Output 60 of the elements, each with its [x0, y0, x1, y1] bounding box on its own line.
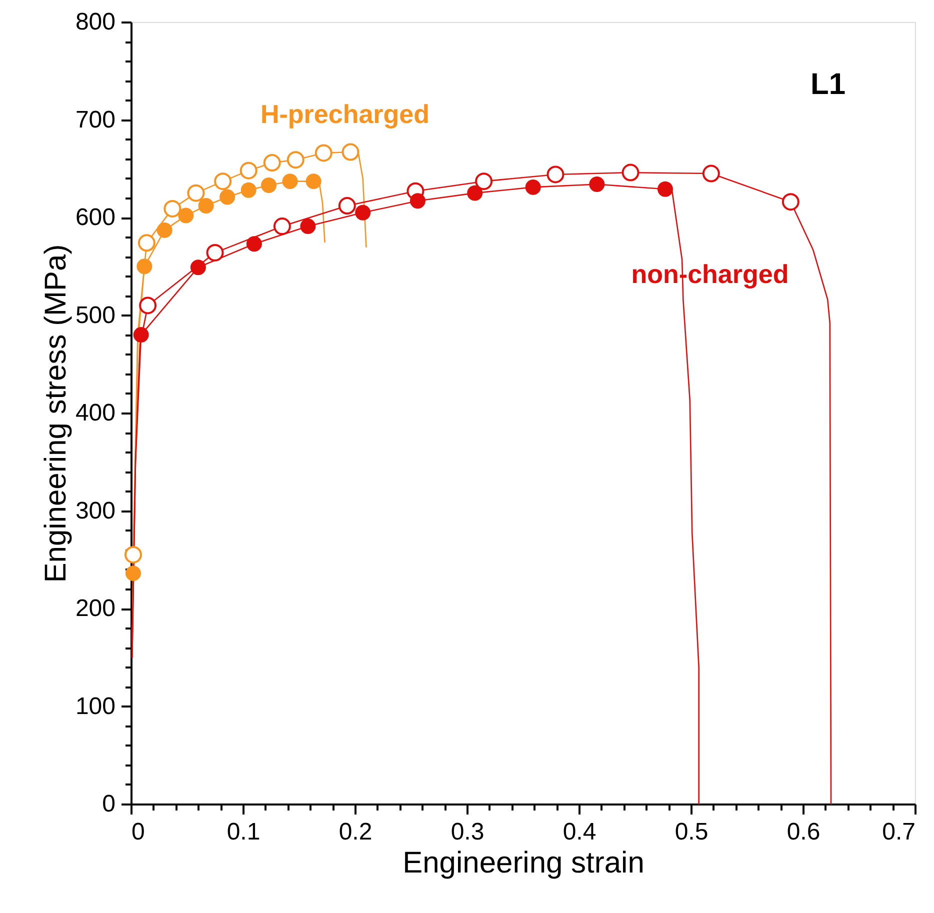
y-tick-label: 300	[75, 497, 116, 524]
point	[306, 174, 322, 190]
point	[178, 208, 194, 224]
point	[133, 327, 149, 343]
y-tick-label: 700	[75, 106, 116, 134]
point	[187, 184, 205, 202]
y-tick-label: 400	[75, 400, 116, 426]
point	[338, 197, 356, 214]
x-tick-label: 0.6	[786, 818, 820, 846]
point	[782, 193, 800, 211]
point	[342, 143, 360, 161]
point	[125, 566, 141, 582]
point	[198, 198, 214, 214]
point	[475, 172, 493, 190]
x-tick-label: 0.4	[562, 818, 596, 846]
point	[355, 204, 371, 220]
y-tick-label: 600	[75, 204, 116, 231]
point	[138, 234, 156, 252]
point	[657, 181, 673, 197]
y-tick-label: 0	[102, 790, 116, 818]
point	[282, 174, 298, 190]
point	[286, 151, 304, 169]
x-tick-label: 0.1	[226, 818, 260, 846]
point	[240, 162, 258, 180]
point	[263, 154, 281, 172]
point	[589, 176, 605, 192]
x-tick-label: 0.5	[674, 818, 708, 846]
point	[314, 144, 332, 162]
point	[300, 218, 316, 234]
point	[246, 236, 262, 252]
y-tick-label: 100	[75, 692, 116, 720]
y-tick-label: 500	[75, 302, 116, 329]
point	[546, 166, 564, 184]
point	[261, 178, 277, 193]
point	[214, 172, 232, 190]
point	[410, 193, 426, 209]
y-axis-title: Engineering stress (MPa)	[39, 244, 72, 583]
point	[622, 164, 640, 182]
point	[240, 182, 256, 198]
point	[525, 179, 541, 195]
point	[190, 260, 206, 276]
point	[164, 200, 182, 218]
y-tick-label: 800	[75, 8, 116, 36]
x-tick-label: 0.7	[882, 818, 916, 846]
point	[206, 244, 224, 262]
x-tick-label: 0.3	[450, 818, 484, 846]
point	[156, 222, 172, 238]
point	[124, 546, 142, 564]
y-tick-label: 200	[75, 595, 116, 622]
annotation: L1	[810, 68, 846, 101]
point	[467, 185, 483, 201]
point	[702, 164, 720, 182]
x-axis-title: Engineering strain	[402, 846, 644, 880]
point	[220, 189, 236, 205]
series-label: H-precharged	[260, 99, 430, 129]
point	[273, 218, 291, 236]
x-tick-label: 0	[132, 818, 145, 846]
point	[136, 258, 152, 274]
point	[139, 296, 157, 314]
x-tick-label: 0.2	[338, 818, 372, 846]
